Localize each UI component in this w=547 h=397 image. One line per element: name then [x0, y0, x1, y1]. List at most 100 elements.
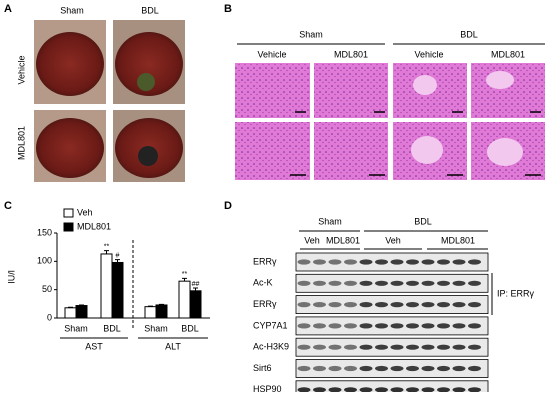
bar: [155, 304, 168, 319]
error-bar: [115, 259, 120, 263]
annotation: #: [116, 252, 120, 259]
legend-swatch: [63, 222, 74, 232]
column-label: Vehicle: [257, 49, 286, 59]
band: [390, 259, 404, 265]
band: [328, 387, 342, 393]
blot-label: Ac-K: [253, 278, 273, 288]
group-label: Sham: [299, 29, 323, 39]
y-tick-label: 150: [37, 227, 52, 237]
panel-label: B: [224, 3, 232, 15]
band: [452, 302, 466, 308]
band: [359, 302, 373, 308]
band: [344, 344, 357, 350]
band: [375, 387, 388, 393]
panel-label: A: [4, 3, 12, 15]
band: [468, 344, 481, 350]
error-bar: [148, 305, 153, 307]
y-axis-label: IU/l: [6, 270, 16, 284]
band: [437, 323, 450, 329]
column-label: Veh: [385, 235, 401, 245]
band: [375, 344, 388, 350]
band: [375, 280, 388, 286]
histology-images: [235, 63, 545, 180]
error-bar: [79, 304, 84, 306]
band: [344, 280, 357, 286]
error-bar: [68, 306, 73, 308]
blot-label: ERRγ: [253, 299, 277, 309]
band: [313, 302, 326, 308]
column-label: MDL801: [326, 235, 360, 245]
band: [375, 302, 388, 308]
band: [390, 365, 404, 372]
band: [359, 365, 373, 372]
blot-label: CYP7A1: [253, 320, 288, 330]
annotation: **: [182, 271, 188, 278]
band: [328, 302, 342, 308]
column-label: Sham: [60, 5, 84, 15]
band: [406, 344, 419, 350]
band: [452, 387, 466, 393]
band: [468, 323, 481, 329]
band: [375, 365, 388, 372]
band: [297, 365, 311, 372]
band: [313, 323, 326, 329]
band: [297, 280, 311, 286]
band: [313, 259, 326, 265]
band: [344, 323, 357, 329]
error-bar: [193, 287, 198, 291]
band: [328, 259, 342, 265]
band: [421, 344, 435, 350]
column-label: MDL801: [491, 49, 525, 59]
bar: [64, 307, 77, 319]
bar: [75, 305, 88, 319]
group-label: BDL: [414, 216, 432, 226]
band: [406, 387, 419, 393]
band: [390, 280, 404, 286]
band: [359, 323, 373, 329]
liver-photos: [34, 20, 185, 182]
band: [452, 259, 466, 265]
band: [390, 302, 404, 308]
band: [421, 387, 435, 393]
row-label: Vehicle: [16, 55, 26, 84]
error-bar: [159, 303, 164, 305]
band: [421, 280, 435, 286]
blot-label: Ac-H3K9: [253, 342, 289, 352]
band: [406, 280, 419, 286]
band: [468, 280, 481, 286]
group-label: AST: [85, 341, 103, 351]
blot-label: Sirt6: [253, 363, 272, 373]
error-bar: [182, 277, 187, 282]
band: [452, 365, 466, 372]
band: [328, 323, 342, 329]
band: [421, 259, 435, 265]
bar: [100, 253, 113, 319]
western-blots: ERRγ Ac-K ERRγ CYP7A1 Ac-H3K9 Sirt6 HSP90: [253, 252, 489, 397]
band: [344, 259, 357, 265]
band: [468, 365, 481, 372]
x-tick-label: Sham: [144, 323, 168, 333]
error-bar: [104, 250, 109, 254]
bracket-label: IP: ERRγ: [497, 288, 535, 298]
panel-label: C: [4, 200, 12, 212]
band: [297, 387, 311, 393]
column-label: MDL801: [441, 235, 475, 245]
band: [313, 344, 326, 350]
band: [297, 344, 311, 350]
band: [437, 344, 450, 350]
column-label: BDL: [141, 5, 159, 15]
legend-label: Veh: [77, 207, 93, 217]
bar: [144, 306, 157, 319]
legend-label: MDL801: [77, 221, 111, 231]
band: [344, 387, 357, 393]
group-label: ALT: [165, 341, 181, 351]
bar: [111, 261, 124, 319]
bar: [189, 290, 202, 319]
y-tick-label: 50: [42, 284, 52, 294]
band: [375, 259, 388, 265]
band: [437, 280, 450, 286]
group-label: BDL: [460, 29, 478, 39]
band: [297, 323, 311, 329]
band: [406, 323, 419, 329]
band: [437, 259, 450, 265]
